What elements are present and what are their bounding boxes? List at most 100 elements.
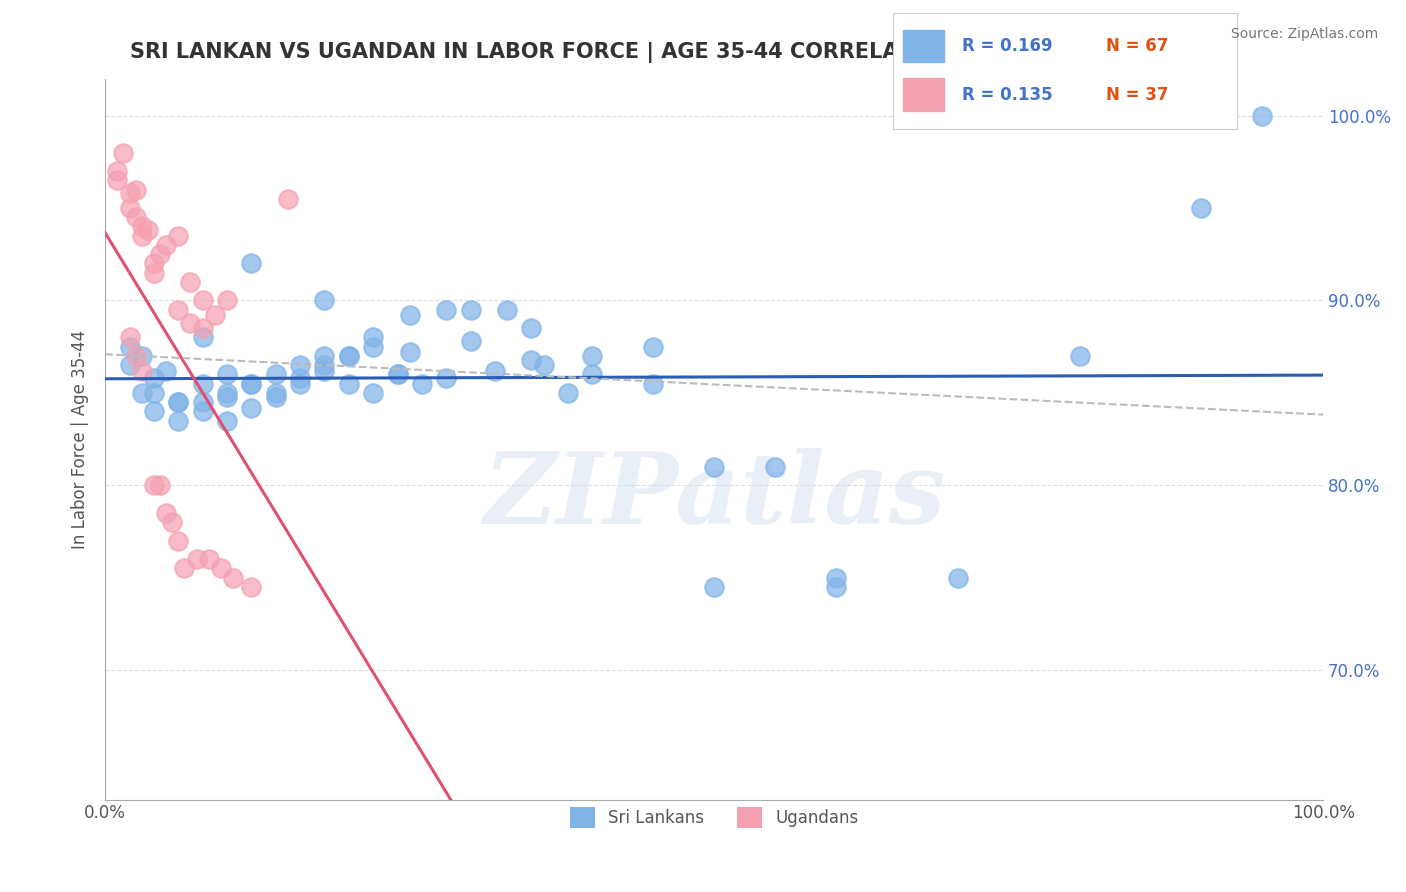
Text: N = 67: N = 67 [1107,37,1168,54]
Point [155,506,177,520]
Point [215,368,238,382]
Point [131,385,153,400]
Point [149,478,172,492]
Point [946,571,969,585]
Point [215,413,238,427]
Text: ZIPatlas: ZIPatlas [484,449,945,545]
Point [398,308,420,322]
Y-axis label: In Labor Force | Age 35-44: In Labor Force | Age 35-44 [72,329,89,549]
Point [124,182,146,196]
Point [703,459,725,474]
Point [533,358,555,372]
Point [149,247,172,261]
Point [155,364,177,378]
Point [314,293,336,308]
Point [703,580,725,594]
Point [288,371,311,385]
Point [387,368,409,382]
Point [167,302,190,317]
Point [118,358,141,372]
Point [131,349,153,363]
Point [337,349,360,363]
Point [204,308,226,322]
Point [288,376,311,391]
Point [179,275,201,289]
Point [222,571,245,585]
Point [191,330,214,344]
Point [131,219,153,234]
Point [581,368,603,382]
Point [167,533,190,548]
Point [264,390,287,404]
Point [337,376,360,391]
Point [1251,109,1274,123]
Point [209,561,232,575]
Point [167,413,190,427]
Text: R = 0.135: R = 0.135 [962,86,1052,103]
Point [314,364,336,378]
Legend: Sri Lankans, Ugandans: Sri Lankans, Ugandans [562,801,866,834]
Point [361,330,384,344]
Point [197,552,219,566]
Point [124,211,146,225]
Point [337,349,360,363]
Point [1189,201,1212,215]
Point [105,173,128,187]
Point [277,192,299,206]
Point [520,321,543,335]
Point [173,561,195,575]
Point [131,228,153,243]
Point [496,302,519,317]
Point [142,371,165,385]
Point [142,478,165,492]
Point [411,376,433,391]
Text: N = 37: N = 37 [1107,86,1168,103]
Point [643,376,665,391]
Point [264,385,287,400]
Point [484,364,506,378]
Point [215,293,238,308]
Point [142,256,165,270]
Point [142,266,165,280]
Text: SRI LANKAN VS UGANDAN IN LABOR FORCE | AGE 35-44 CORRELATION CHART: SRI LANKAN VS UGANDAN IN LABOR FORCE | A… [129,42,1039,62]
Point [825,571,848,585]
Point [398,345,420,359]
Point [142,404,165,418]
Point [191,376,214,391]
Point [434,302,457,317]
Point [215,385,238,400]
Point [179,316,201,330]
Text: Source: ZipAtlas.com: Source: ZipAtlas.com [1230,27,1378,41]
Point [825,580,848,594]
Point [112,145,135,160]
Point [314,358,336,372]
Point [167,228,190,243]
Point [118,186,141,201]
Point [124,349,146,363]
Point [118,330,141,344]
Point [643,340,665,354]
Point [460,302,482,317]
Point [1069,349,1091,363]
Point [387,368,409,382]
Point [191,395,214,409]
Point [215,390,238,404]
Text: R = 0.169: R = 0.169 [962,37,1052,54]
Point [581,349,603,363]
FancyBboxPatch shape [903,78,945,111]
Point [160,515,183,529]
Point [191,404,214,418]
Point [240,256,263,270]
Point [186,552,208,566]
Point [142,385,165,400]
Point [434,371,457,385]
Point [361,340,384,354]
Point [460,334,482,348]
Point [167,395,190,409]
Point [240,376,263,391]
Point [155,238,177,252]
Point [131,364,153,378]
Point [118,340,141,354]
Point [136,223,159,237]
Point [763,459,786,474]
